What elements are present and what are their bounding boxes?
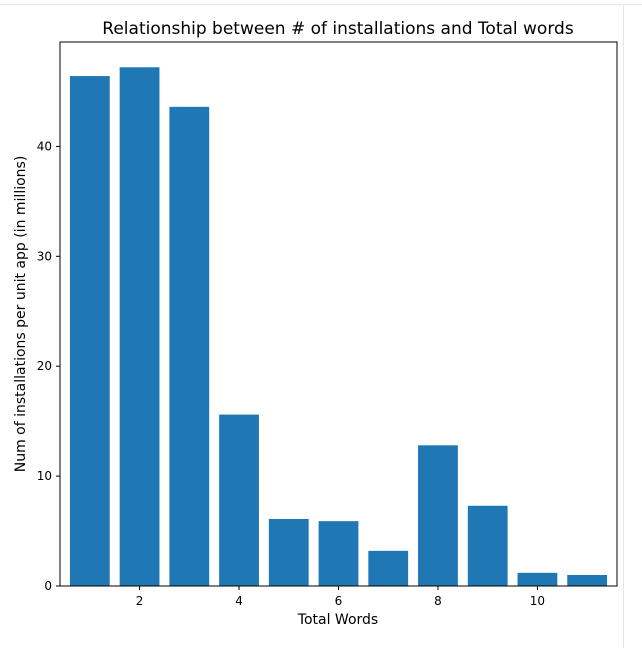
x-tick-label: 2 bbox=[136, 594, 144, 608]
bar-8 bbox=[418, 445, 458, 586]
cell-top-border bbox=[0, 4, 642, 5]
bar-7 bbox=[368, 550, 409, 586]
x-tick-label: 10 bbox=[530, 594, 545, 608]
bar-2 bbox=[119, 67, 160, 587]
y-tick-label: 0 bbox=[44, 579, 52, 593]
x-tick-label: 6 bbox=[335, 594, 343, 608]
bar-9 bbox=[467, 505, 508, 586]
x-tick-label: 8 bbox=[434, 594, 442, 608]
y-axis-ticks: 0 10 20 30 40 bbox=[37, 139, 60, 593]
bar-1 bbox=[69, 76, 110, 586]
bar-5 bbox=[268, 518, 309, 586]
y-tick-label: 20 bbox=[37, 359, 52, 373]
x-tick-label: 4 bbox=[235, 594, 243, 608]
bar-3 bbox=[169, 106, 210, 587]
bars-group bbox=[69, 67, 608, 587]
x-axis-ticks: 2 4 6 8 10 bbox=[136, 586, 545, 608]
y-tick-label: 30 bbox=[37, 249, 52, 263]
bar-10 bbox=[517, 572, 558, 586]
bar-4 bbox=[219, 414, 259, 586]
y-tick-label: 10 bbox=[37, 469, 52, 483]
bar-11 bbox=[567, 575, 608, 586]
cell-right-border bbox=[623, 4, 624, 648]
y-tick-label: 40 bbox=[37, 139, 52, 153]
chart-title: Relationship between # of installations … bbox=[102, 19, 574, 39]
plot-area-frame bbox=[59, 41, 618, 587]
y-axis-label: Num of installations per unit app (in mi… bbox=[13, 156, 29, 473]
bar-6 bbox=[318, 521, 359, 586]
x-axis-label: Total Words bbox=[297, 612, 378, 628]
